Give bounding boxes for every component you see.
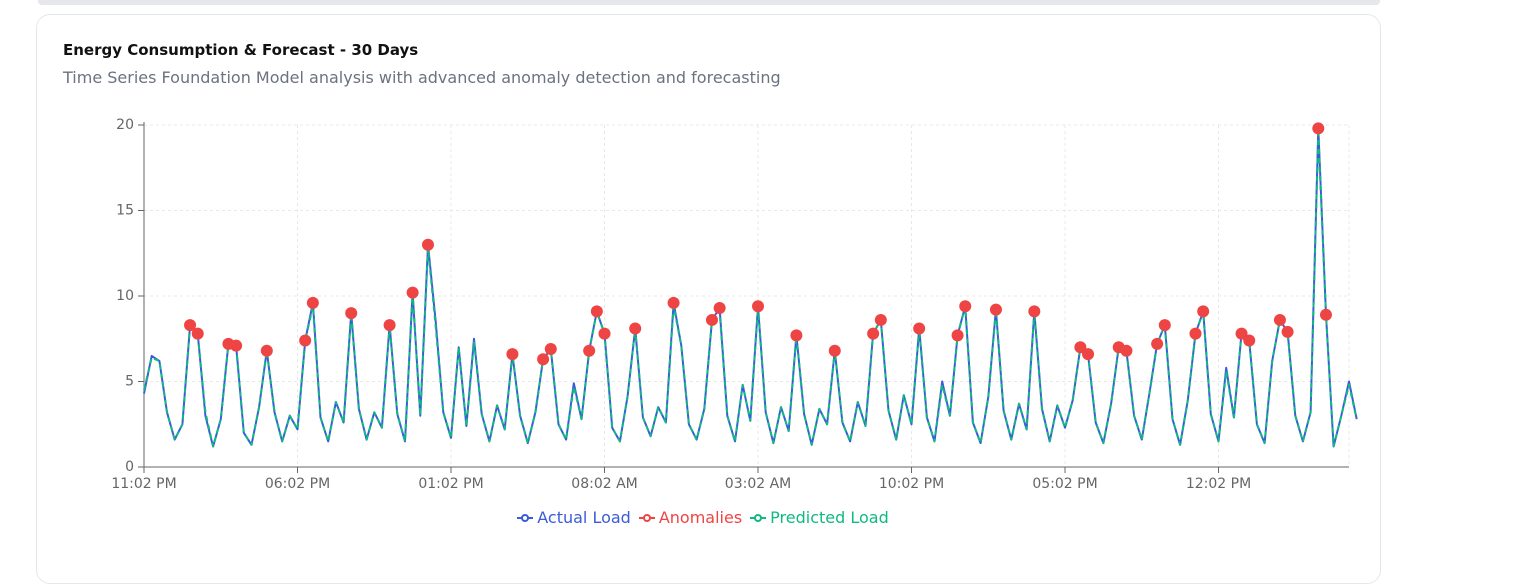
anomaly-point: [1235, 327, 1248, 340]
x-tick-label: 05:02 PM: [1032, 476, 1097, 492]
x-tick-label: 06:02 PM: [265, 476, 330, 492]
anomaly-point: [667, 296, 680, 309]
legend-dot: [521, 513, 530, 522]
anomaly-point: [421, 238, 434, 251]
legend-item[interactable]: Predicted Load: [750, 508, 889, 527]
anomaly-point: [537, 353, 550, 366]
x-tick-label: 08:02 AM: [571, 476, 637, 492]
legend-icon: [638, 513, 655, 522]
x-tick-label: 03:02 AM: [725, 476, 791, 492]
legend-dot: [642, 513, 651, 522]
anomaly-point: [913, 322, 926, 335]
anomaly-point: [1319, 308, 1332, 321]
anomaly-point: [1151, 337, 1164, 350]
legend-icon: [517, 513, 534, 522]
y-tick-label: 5: [125, 374, 134, 390]
anomaly-point: [828, 344, 841, 357]
anomaly-point: [959, 300, 972, 313]
anomaly-point: [544, 343, 557, 356]
x-tick-label: 01:02 PM: [418, 476, 483, 492]
legend-label: Predicted Load: [770, 508, 889, 527]
y-tick-label: 0: [125, 459, 134, 475]
chart-subtitle: Time Series Foundation Model analysis wi…: [63, 68, 781, 87]
anomaly-point: [230, 339, 243, 352]
page: Energy Consumption & Forecast - 30 Days …: [0, 0, 1406, 584]
top-bar: [38, 0, 1380, 5]
anomaly-point: [1281, 325, 1294, 338]
anomaly-point: [705, 313, 718, 326]
x-tick-label: 12:02 PM: [1186, 476, 1251, 492]
anomaly-point: [306, 296, 319, 309]
anomaly-point: [1197, 305, 1210, 318]
anomaly-point: [406, 286, 419, 299]
anomaly-point: [1028, 305, 1041, 318]
anomaly-point: [299, 334, 312, 347]
series-line: [143, 127, 1358, 448]
anomaly-point: [191, 327, 204, 340]
legend-item[interactable]: Anomalies: [638, 508, 743, 527]
anomaly-point: [951, 329, 964, 342]
anomaly-point: [184, 319, 197, 332]
y-tick-label: 10: [116, 288, 134, 304]
legend-label: Actual Load: [537, 508, 631, 527]
anomaly-point: [1074, 341, 1087, 354]
anomaly-point: [590, 305, 603, 318]
anomaly-point: [1312, 122, 1325, 135]
anomaly-point: [867, 327, 880, 340]
legend-label: Anomalies: [658, 508, 743, 527]
anomaly-point: [1158, 319, 1171, 332]
y-tick-label: 20: [116, 117, 134, 133]
legend-item[interactable]: Actual Load: [517, 508, 631, 527]
anomaly-point: [1120, 344, 1133, 357]
x-tick-label: 10:02 PM: [879, 476, 944, 492]
x-tick-label: 11:02 PM: [111, 476, 176, 492]
anomaly-point: [345, 307, 358, 320]
anomaly-point: [874, 313, 887, 326]
anomaly-point: [1243, 334, 1256, 347]
anomaly-point: [752, 300, 765, 313]
legend: Actual Load Anomalies Predicted Load: [0, 508, 1406, 528]
anomaly-point: [1189, 327, 1202, 340]
legend-icon: [750, 513, 767, 522]
anomaly-point: [1273, 313, 1286, 326]
anomaly-point: [1082, 348, 1095, 361]
anomaly-point: [790, 329, 803, 342]
legend-dot: [754, 513, 763, 522]
y-tick-label: 15: [116, 203, 134, 219]
chart: 0 5 10 15 20 11:02 PM 06:02 PM 01:02 PM 08:02 AM…: [111, 117, 1358, 492]
anomaly-point: [713, 301, 726, 314]
series-line: [143, 132, 1358, 448]
anomaly-point: [383, 319, 396, 332]
anomaly-point: [989, 303, 1002, 316]
anomaly-point: [583, 344, 596, 357]
anomaly-point: [506, 348, 519, 361]
anomaly-point: [598, 327, 611, 340]
anomaly-point: [629, 322, 642, 335]
chart-title: Energy Consumption & Forecast - 30 Days: [63, 41, 419, 59]
anomaly-point: [260, 344, 273, 357]
